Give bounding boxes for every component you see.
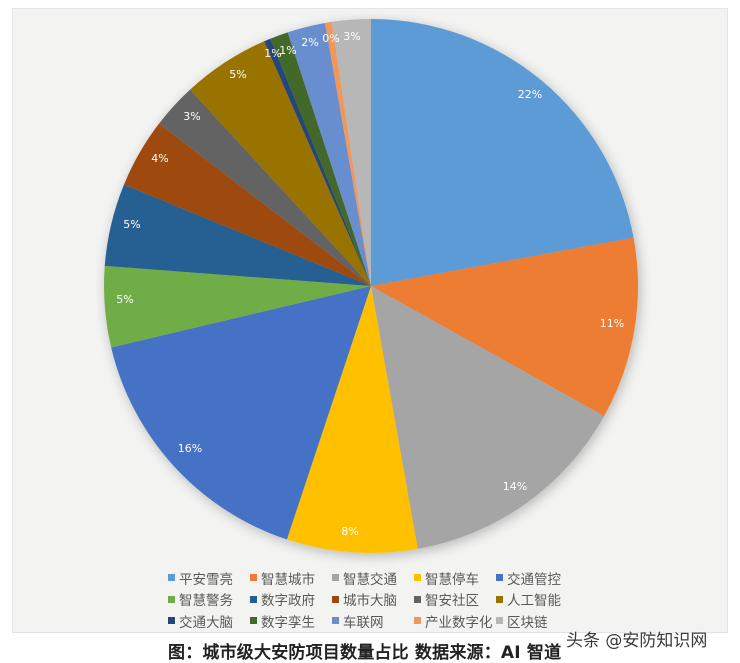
pie-slice-7 (104, 184, 371, 286)
legend-swatch-icon (496, 617, 503, 625)
legend-swatch-icon (168, 617, 175, 625)
legend-label: 智慧停车 (425, 571, 479, 588)
pie-slice-6 (104, 265, 371, 348)
figure-caption: 图：城市级大安防项目数量占比 数据来源：AI 智道 (168, 643, 562, 663)
legend-row: 交通大脑 数字孪生 车联网 产业数字化 区块链 (168, 610, 588, 632)
slice-data-label: 2% (301, 36, 318, 49)
legend-swatch-icon (496, 574, 503, 582)
legend-swatch-icon (332, 574, 339, 582)
pie-slice-5 (111, 286, 372, 540)
legend-item: 智慧停车 (414, 568, 496, 588)
pie-slice-13 (287, 22, 371, 286)
legend-label: 智慧交通 (343, 571, 397, 588)
pie-slice-9 (159, 89, 371, 287)
legend-swatch-icon (332, 595, 339, 603)
legend-label: 智安社区 (425, 593, 479, 610)
legend-label: 数字孪生 (261, 614, 315, 631)
legend-label: 交通管控 (507, 571, 561, 588)
legend-swatch-icon (250, 617, 257, 625)
legend-row: 平安雪亮 智慧城市 智慧交通 智慧停车 交通管控 (168, 567, 588, 589)
legend-label: 交通大脑 (179, 614, 233, 631)
legend-item: 城市大脑 (332, 589, 414, 609)
legend-item: 平安雪亮 (168, 568, 250, 588)
pie-data-labels: 22% 11% 14% 8% 16% 5% 5% 4% 3% 5% 1%1% 2% 0% 3% (116, 30, 624, 538)
chart-legend: 平安雪亮 智慧城市 智慧交通 智慧停车 交通管控智慧警务 数字政府 城市大脑 智安社区 人工智能… (168, 567, 588, 632)
legend-item: 数字政府 (250, 589, 332, 609)
slice-data-label: 5% (116, 293, 133, 306)
legend-label: 车联网 (343, 614, 384, 631)
legend-item: 产业数字化 (414, 611, 496, 631)
legend-item: 数字孪生 (250, 611, 332, 631)
legend-swatch-icon (168, 574, 175, 582)
pie-slice-12 (270, 32, 371, 286)
slice-data-label: 3% (343, 30, 360, 43)
slice-data-label: 11% (600, 317, 624, 330)
pie-slice-10 (190, 41, 371, 286)
pie-slices (104, 19, 639, 554)
legend-swatch-icon (414, 617, 421, 625)
legend-item: 人工智能 (496, 589, 578, 609)
pie-slice-3 (371, 286, 605, 549)
slice-data-label: 0% (322, 32, 339, 45)
slice-data-label: 1% (279, 44, 296, 57)
legend-swatch-icon (414, 595, 421, 603)
slice-data-label: 4% (151, 152, 168, 165)
legend-swatch-icon (250, 574, 257, 582)
legend-item: 智慧城市 (250, 568, 332, 588)
legend-label: 区块链 (507, 614, 548, 631)
slice-data-label: 1% (264, 47, 281, 60)
legend-swatch-icon (496, 595, 503, 603)
slice-data-label: 14% (503, 480, 527, 493)
pie-slice-8 (124, 123, 371, 287)
legend-label: 智慧警务 (179, 593, 233, 610)
legend-item: 智安社区 (414, 589, 496, 609)
legend-item: 智慧警务 (168, 589, 250, 609)
pie-slice-11 (264, 38, 371, 286)
legend-item: 交通大脑 (168, 611, 250, 631)
pie-slice-14 (325, 21, 371, 286)
slice-data-label: 16% (178, 442, 202, 455)
legend-swatch-icon (168, 595, 175, 603)
legend-label: 人工智能 (507, 593, 561, 610)
legend-item: 交通管控 (496, 568, 578, 588)
legend-swatch-icon (414, 574, 421, 582)
slice-data-label: 5% (123, 218, 140, 231)
legend-item: 车联网 (332, 611, 414, 631)
pie-slice-15 (331, 19, 371, 286)
legend-row: 智慧警务 数字政府 城市大脑 智安社区 人工智能 (168, 589, 588, 611)
legend-item: 区块链 (496, 611, 578, 631)
legend-label: 产业数字化 (425, 614, 493, 631)
legend-swatch-icon (332, 617, 339, 625)
legend-swatch-icon (250, 595, 257, 603)
legend-label: 平安雪亮 (179, 571, 233, 588)
slice-data-label: 8% (341, 525, 358, 538)
legend-label: 数字政府 (261, 593, 315, 610)
pie-slice-2 (371, 237, 639, 417)
slice-data-label: 22% (518, 88, 542, 101)
legend-item: 智慧交通 (332, 568, 414, 588)
watermark: 头条 @安防知识网 (566, 631, 708, 651)
pie-slice-1 (371, 19, 634, 286)
pie-slice-4 (286, 286, 418, 554)
legend-label: 智慧城市 (261, 571, 315, 588)
legend-label: 城市大脑 (343, 593, 397, 610)
slice-data-label: 3% (183, 110, 200, 123)
slice-data-label: 5% (229, 68, 246, 81)
